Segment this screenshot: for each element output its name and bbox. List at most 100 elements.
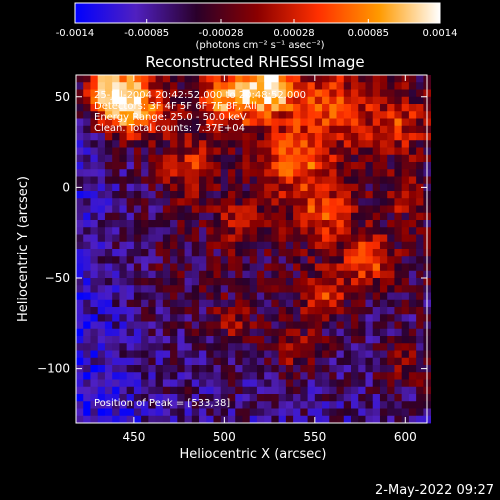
heatmap-cell [351, 336, 359, 344]
heatmap-cell [329, 234, 337, 243]
heatmap-cell [177, 89, 185, 98]
heatmap-cell [249, 133, 258, 141]
heatmap-cell [278, 408, 287, 417]
heatmap-cell [133, 191, 142, 199]
heatmap-cell [322, 154, 330, 163]
heatmap-cell [264, 154, 272, 163]
heatmap-cell [206, 147, 214, 156]
heatmap-cell [155, 394, 164, 402]
heatmap-cell [336, 154, 345, 163]
heatmap-cell [184, 357, 193, 366]
heatmap-cell [293, 299, 301, 308]
heatmap-cell [213, 314, 222, 322]
heatmap-cell [119, 343, 128, 351]
heatmap-cell [133, 241, 142, 250]
heatmap-cell [256, 328, 265, 337]
heatmap-cell [314, 314, 323, 322]
heatmap-cell [162, 343, 171, 351]
heatmap-cell [227, 183, 236, 192]
heatmap-cell [220, 191, 229, 199]
heatmap-cell [336, 234, 345, 243]
heatmap-cell [358, 336, 366, 344]
heatmap-cell [416, 205, 424, 214]
heatmap-cell [97, 147, 106, 156]
heatmap-cell [401, 386, 410, 395]
heatmap-cell [256, 133, 265, 141]
heatmap-cell [365, 343, 374, 351]
heatmap-cell [133, 162, 142, 170]
heatmap-cell [141, 96, 149, 105]
heatmap-cell [379, 104, 388, 112]
heatmap-cell [307, 96, 316, 105]
heatmap-cell [387, 365, 395, 373]
heatmap-cell [329, 104, 337, 112]
heatmap-cell [379, 111, 388, 119]
heatmap-cell [278, 154, 287, 163]
heatmap-cell [322, 401, 330, 409]
heatmap-cell [242, 118, 251, 127]
heatmap-cell [191, 278, 200, 286]
heatmap-cell [372, 263, 381, 272]
heatmap-cell [97, 401, 106, 409]
heatmap-cell [271, 249, 280, 257]
heatmap-cell [83, 183, 91, 192]
heatmap-cell [119, 162, 128, 170]
heatmap-cell [148, 372, 157, 380]
heatmap-cell [372, 328, 381, 337]
heatmap-cell [408, 394, 417, 402]
heatmap-cell [300, 154, 308, 163]
heatmap-cell [242, 350, 251, 359]
heatmap-cell [155, 401, 164, 409]
heatmap-cell [227, 75, 236, 83]
heatmap-cell [76, 314, 84, 322]
heatmap-cell [249, 162, 258, 170]
heatmap-cell [343, 125, 352, 134]
heatmap-cell [119, 328, 128, 337]
heatmap-cell [271, 299, 280, 308]
annotation-energy-range: Energy Range: 25.0 - 50.0 keV [94, 112, 247, 123]
heatmap-cell [235, 372, 243, 380]
heatmap-cell [256, 343, 265, 351]
heatmap-cell [235, 111, 243, 119]
heatmap-cell [83, 241, 91, 250]
heatmap-cell [343, 270, 352, 279]
heatmap-cell [343, 321, 352, 330]
heatmap-cell [170, 386, 178, 395]
heatmap-cell [358, 299, 366, 308]
heatmap-cell [119, 212, 128, 221]
heatmap-cell [365, 220, 374, 228]
heatmap-cell [170, 198, 178, 206]
heatmap-cell [104, 249, 113, 257]
heatmap-cell [322, 379, 330, 388]
heatmap-cell [148, 191, 157, 199]
heatmap-cell [112, 415, 120, 424]
heatmap-cell [133, 183, 142, 192]
heatmap-cell [213, 336, 222, 344]
heatmap-cell [387, 154, 395, 163]
heatmap-cell [278, 162, 287, 170]
heatmap-cell [249, 386, 258, 395]
heatmap-cell [314, 205, 323, 214]
heatmap-cell [408, 220, 417, 228]
heatmap-cell [191, 125, 200, 134]
heatmap-cell [112, 234, 120, 243]
heatmap-cell [343, 365, 352, 373]
heatmap-cell [97, 234, 106, 243]
heatmap-cell [199, 321, 207, 330]
heatmap-cell [177, 191, 185, 199]
heatmap-cell [83, 379, 91, 388]
heatmap-cell [271, 372, 280, 380]
heatmap-cell [235, 379, 243, 388]
heatmap-cell [336, 379, 345, 388]
heatmap-cell [322, 234, 330, 243]
heatmap-cell [351, 147, 359, 156]
heatmap-cell [358, 147, 366, 156]
heatmap-cell [387, 234, 395, 243]
heatmap-cell [394, 350, 403, 359]
heatmap-cell [104, 365, 113, 373]
heatmap-cell [285, 379, 294, 388]
heatmap-cell [177, 285, 185, 293]
heatmap-cell [112, 169, 120, 177]
heatmap-cell [351, 372, 359, 380]
heatmap-cell [293, 270, 301, 279]
